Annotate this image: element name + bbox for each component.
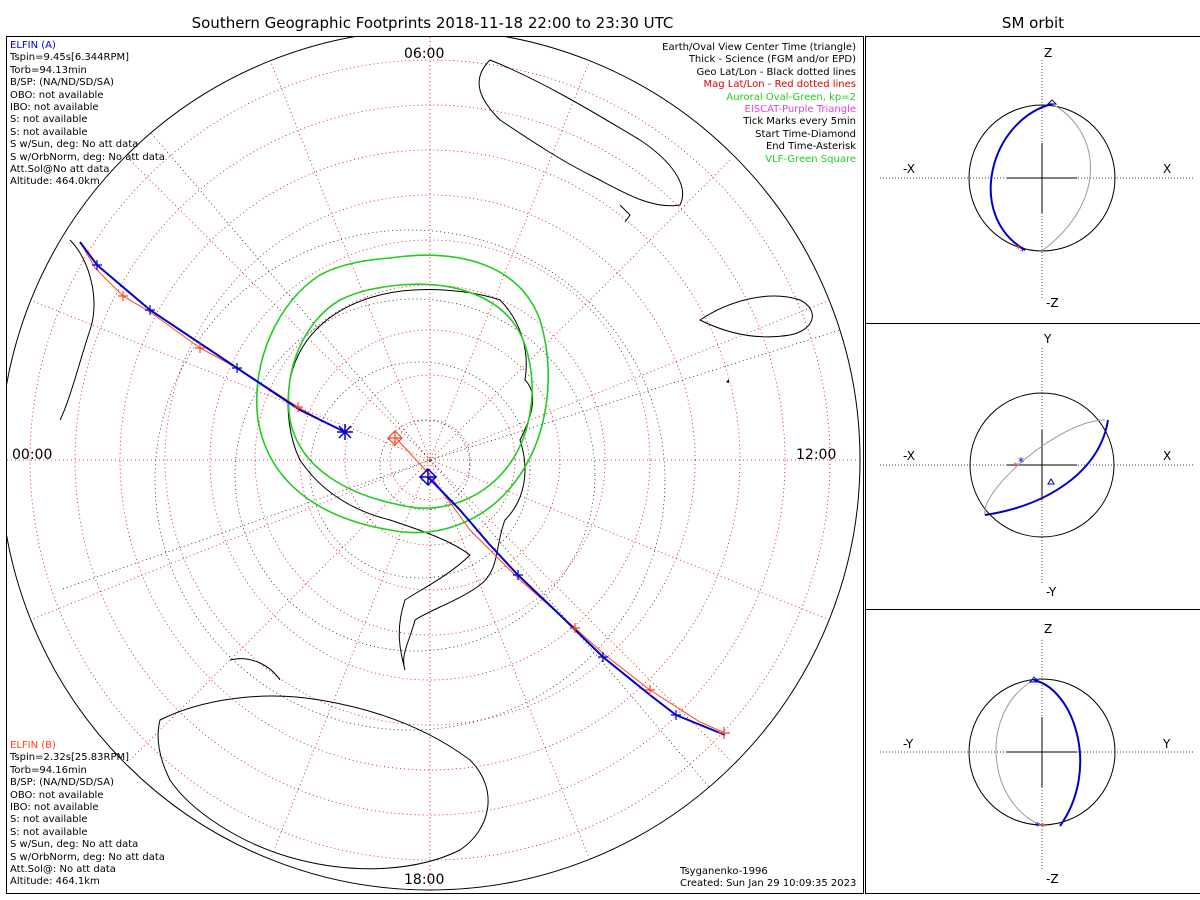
sm3-label-right: Y <box>1163 737 1171 751</box>
elfin-b-end-asterisk <box>718 727 730 739</box>
svg-text:*: * <box>1035 820 1041 833</box>
sm-plot-xy: * * <box>880 348 1195 585</box>
sm3-label-top: Z <box>1044 622 1053 636</box>
elfin-b-ticks <box>118 291 655 695</box>
svg-text:*: * <box>1016 244 1021 255</box>
clock-label-top: 06:00 <box>404 46 445 62</box>
elfin-b-line: Torb=94.16min <box>10 764 87 776</box>
legend-item: VLF-Green Square <box>765 153 856 165</box>
elfin-a-info: ELFIN (A) Tspin=9.45s[6.344RPM] Torb=94.… <box>10 40 165 189</box>
sm1-label-top: Z <box>1044 46 1053 60</box>
sm3-label-left: -Y <box>903 737 914 751</box>
sm1-label-bottom: -Z <box>1046 296 1059 310</box>
sm2-label-top: Y <box>1044 332 1052 346</box>
legend-item: EISCAT-Purple Triangle <box>744 104 857 116</box>
legend-item: Auroral Oval-Green, kp=2 <box>726 91 856 103</box>
elfin-a-line: OBO: not available <box>10 89 104 101</box>
elfin-b-line: Att.Sol@: No att data <box>10 864 116 876</box>
auroral-oval <box>256 254 549 534</box>
elfin-b-line: S w/OrbNorm, deg: No att data <box>10 851 165 863</box>
earth-limb <box>7 37 861 891</box>
view-center-triangle <box>726 379 729 383</box>
clock-label-right: 12:00 <box>796 447 837 463</box>
sm2-label-left: -X <box>903 449 915 463</box>
elfin-b-line: Tspin=2.32s[25.83RPM] <box>10 752 130 764</box>
svg-text:*: * <box>1013 460 1019 473</box>
legend-item: Geo Lat/Lon - Black dotted lines <box>696 66 856 78</box>
elfin-b-line: IBO: not available <box>10 802 99 814</box>
sm1-label-left: -X <box>903 162 915 176</box>
elfin-b-header: ELFIN (B) <box>10 740 56 751</box>
footer: Tsyganenko-1996 Created: Sun Jan 29 10:0… <box>680 866 856 891</box>
elfin-b-line: S: not available <box>10 814 88 826</box>
elfin-a-line: S w/Sun, deg: No att data <box>10 139 139 151</box>
sm1-label-right: X <box>1163 162 1172 176</box>
elfin-a-line: Altitude: 464.0km <box>10 176 100 188</box>
elfin-a-start-diamond <box>418 467 438 487</box>
legend-item: Earth/Oval View Center Time (triangle) <box>662 42 856 53</box>
elfin-a-line: Torb=94.13min <box>10 64 87 76</box>
created-timestamp: Created: Sun Jan 29 10:09:35 2023 <box>680 878 857 890</box>
elfin-b-line: OBO: not available <box>10 789 104 801</box>
legend-item: Thick - Science (FGM and/or EPD) <box>688 54 856 66</box>
svg-text:*: * <box>1041 822 1046 833</box>
legend-item: Tick Marks every 5min <box>743 116 856 128</box>
elfin-a-ticks <box>92 260 681 720</box>
footprint-map-frame <box>6 36 864 894</box>
legend-item: Mag Lat/Lon - Red dotted lines <box>703 79 856 91</box>
model-name: Tsyganenko-1996 <box>680 866 768 877</box>
elfin-a-line: S: not available <box>10 126 88 138</box>
sm-panel-xy <box>865 323 1200 610</box>
sm2-label-right: X <box>1163 449 1172 463</box>
legend-item: End Time-Asterisk <box>765 141 856 153</box>
sm-plot-yz: * * <box>880 640 1195 870</box>
sm-plot-xz: * * <box>880 60 1195 300</box>
elfin-b-start-diamond <box>387 430 403 446</box>
coastlines <box>59 59 813 870</box>
elfin-a-line: Tspin=9.45s[6.344RPM] <box>10 52 130 64</box>
svg-text:*: * <box>1018 455 1024 469</box>
legend-item: Start Time-Diamond <box>755 128 856 140</box>
sm-orbit-title: SM orbit <box>1001 14 1065 32</box>
elfin-a-line: S: not available <box>10 114 88 126</box>
sm2-label-bottom: -Y <box>1046 585 1057 599</box>
elfin-a-line: S w/OrbNorm, deg: No att data <box>10 151 165 163</box>
elfin-b-line: B/SP: (NA/ND/SD/SA) <box>10 777 114 789</box>
elfin-a-line: IBO: not available <box>10 102 99 114</box>
elfin-a-end-asterisk <box>337 424 353 440</box>
plot-title: Southern Geographic Footprints 2018-11-1… <box>191 14 674 32</box>
elfin-b-line: S: not available <box>10 826 88 838</box>
legend: Earth/Oval View Center Time (triangle) T… <box>662 42 856 166</box>
elfin-a-line: B/SP: (NA/ND/SD/SA) <box>10 77 114 89</box>
sm-panel-yz <box>865 609 1200 894</box>
elfin-b-line: S w/Sun, deg: No att data <box>10 839 139 851</box>
elfin-a-track <box>79 241 726 736</box>
clock-label-left: 00:00 <box>12 447 53 463</box>
geo-grid <box>59 119 841 801</box>
elfin-b-info: ELFIN (B) Tspin=2.32s[25.83RPM] Torb=94.… <box>10 740 165 889</box>
elfin-a-header: ELFIN (A) <box>10 40 56 51</box>
elfin-a-line: Att.Sol@No att data <box>10 164 110 176</box>
elfin-b-line: Altitude: 464.1km <box>10 876 100 888</box>
sm3-label-bottom: -Z <box>1046 872 1059 886</box>
sm-panel-xz <box>865 36 1200 324</box>
clock-label-bottom: 18:00 <box>404 872 445 888</box>
svg-text:*: * <box>1020 245 1026 258</box>
